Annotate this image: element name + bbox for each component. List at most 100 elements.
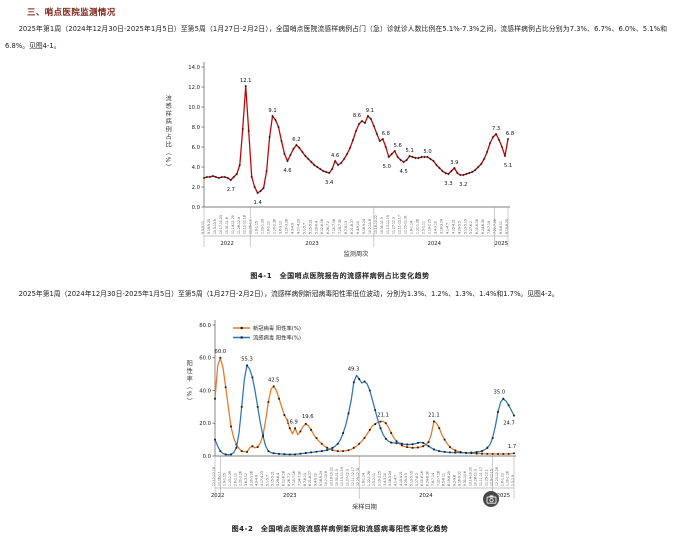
svg-text:1.23-1.29: 1.23-1.29 <box>228 471 232 486</box>
svg-text:6.8: 6.8 <box>382 131 390 137</box>
svg-text:2.20-2.26: 2.20-2.26 <box>239 471 243 486</box>
svg-text:2024: 2024 <box>427 241 441 247</box>
svg-text:42.5: 42.5 <box>268 377 280 383</box>
svg-text:8.7-8.13: 8.7-8.13 <box>344 221 348 234</box>
svg-text:12.26-1.1: 12.26-1.1 <box>217 471 221 486</box>
svg-text:4.1-4.7: 4.1-4.7 <box>445 223 449 234</box>
section-title: 三、哨点医院监测情况 <box>27 7 116 17</box>
svg-text:24.7: 24.7 <box>503 421 515 427</box>
svg-text:6.24-6.30: 6.24-6.30 <box>426 471 430 486</box>
svg-text:8.7-8.13: 8.7-8.13 <box>303 473 307 486</box>
svg-text:9.18-9.24: 9.18-9.24 <box>362 219 366 234</box>
svg-text:8.6: 8.6 <box>353 113 361 119</box>
svg-text:5.29-6.4: 5.29-6.4 <box>314 221 318 234</box>
svg-text:2022: 2022 <box>220 241 233 247</box>
svg-text:6.26-7.2: 6.26-7.2 <box>326 221 330 234</box>
svg-text:11.25-12.1: 11.25-12.1 <box>484 469 488 486</box>
svg-text:55.3: 55.3 <box>241 356 253 362</box>
svg-text:5.15-5.21: 5.15-5.21 <box>308 219 312 234</box>
svg-text:12.1: 12.1 <box>240 78 252 84</box>
svg-text:11.14-11.20: 11.14-11.20 <box>231 215 235 234</box>
svg-text:5.15-5.21: 5.15-5.21 <box>271 471 275 486</box>
svg-text:9.30-10.6: 9.30-10.6 <box>463 471 467 486</box>
svg-text:3.4-3.10: 3.4-3.10 <box>433 221 437 234</box>
svg-text:3.4-3.10: 3.4-3.10 <box>383 473 387 486</box>
svg-text:4.0: 4.0 <box>192 165 201 171</box>
svg-text:2025: 2025 <box>495 241 508 247</box>
chart2-x-axis-title: 采样日期 <box>352 504 377 511</box>
svg-text:12.0: 12.0 <box>188 85 200 91</box>
svg-text:7.8-7.14: 7.8-7.14 <box>431 473 435 486</box>
svg-text:10.0: 10.0 <box>188 105 200 111</box>
svg-text:49.3: 49.3 <box>348 366 360 372</box>
positivity-rate-chart-plot: 0.020.040.060.080.012.12-12.18 12.26-1.1 1… <box>199 320 516 499</box>
svg-text:10.2-10.8: 10.2-10.8 <box>324 471 328 486</box>
chart2-y-axis-title: 阳性率（%） <box>185 360 193 406</box>
ili-proportion-chart-plot: 0.0 2.0 4.0 6.0 8.0 10.0 12.0 14.0 9.5-9.11 9.19-… <box>188 62 514 247</box>
svg-text:7.22-7.28: 7.22-7.28 <box>493 219 497 234</box>
svg-text:9.19-9.25: 9.19-9.25 <box>207 219 211 234</box>
svg-text:60.0: 60.0 <box>199 356 211 362</box>
svg-text:3.18-3.24: 3.18-3.24 <box>439 219 443 234</box>
svg-text:5.13-5.19: 5.13-5.19 <box>410 471 414 486</box>
svg-text:2.20-2.26: 2.20-2.26 <box>273 219 277 234</box>
floating-action-button[interactable] <box>483 491 499 507</box>
svg-text:8.19-8.25: 8.19-8.25 <box>505 219 509 234</box>
svg-text:40.0: 40.0 <box>199 388 211 394</box>
svg-text:7.24-7.30: 7.24-7.30 <box>297 471 301 486</box>
svg-text:6.24-6.30: 6.24-6.30 <box>481 219 485 234</box>
svg-text:12.25-12.31: 12.25-12.31 <box>356 467 360 486</box>
svg-text:6.10-6.16: 6.10-6.16 <box>475 219 479 234</box>
svg-text:流感病毒 阳性率(%): 流感病毒 阳性率(%) <box>253 333 301 341</box>
svg-text:4.15-4.21: 4.15-4.21 <box>399 471 403 486</box>
svg-text:1.6-1.12: 1.6-1.12 <box>500 473 504 486</box>
svg-text:4.29-5.5: 4.29-5.5 <box>457 221 461 234</box>
svg-text:5.1-5.7: 5.1-5.7 <box>302 223 306 234</box>
svg-text:2.3-2.9: 2.3-2.9 <box>511 475 515 486</box>
svg-text:3.3: 3.3 <box>444 181 452 187</box>
svg-text:5.1: 5.1 <box>406 148 414 154</box>
svg-text:2.5-2.11: 2.5-2.11 <box>372 473 376 486</box>
svg-text:9.2-9.8: 9.2-9.8 <box>452 475 456 486</box>
svg-text:6.12-6.18: 6.12-6.18 <box>281 471 285 486</box>
chart1-y-axis-title: 流感样病例占比（%） <box>164 95 172 172</box>
svg-text:3.6-3.12: 3.6-3.12 <box>244 473 248 486</box>
svg-text:0.0: 0.0 <box>192 205 201 211</box>
svg-text:10.17-10.23: 10.17-10.23 <box>219 215 223 234</box>
svg-text:6.8: 6.8 <box>506 131 514 137</box>
ili-proportion-chart: 0.0 2.0 4.0 6.0 8.0 10.0 12.0 14.0 9.5-9.11 9.19-… <box>160 57 520 269</box>
svg-text:3.4: 3.4 <box>325 180 334 186</box>
svg-text:21.1: 21.1 <box>377 412 389 418</box>
svg-text:14.0: 14.0 <box>188 65 200 71</box>
svg-text:10.16-10.22: 10.16-10.22 <box>329 467 333 486</box>
svg-text:10.30-11.5: 10.30-11.5 <box>335 469 339 486</box>
svg-text:5.0: 5.0 <box>383 164 391 170</box>
svg-text:4.5: 4.5 <box>400 169 408 175</box>
svg-text:9.18-9.24: 9.18-9.24 <box>319 471 323 486</box>
svg-text:8.21-8.27: 8.21-8.27 <box>350 219 354 234</box>
svg-text:4.1-4.7: 4.1-4.7 <box>394 475 398 486</box>
svg-text:4.17-4.23: 4.17-4.23 <box>296 219 300 234</box>
svg-text:12.11-12.17: 12.11-12.17 <box>351 467 355 486</box>
positivity-rate-chart: 0.0 20.0 40.0 60.0 80.0 12.12-12.18 12.26-1.1 1… <box>168 314 528 516</box>
svg-text:5.6: 5.6 <box>394 143 402 149</box>
svg-text:4.3-4.9: 4.3-4.9 <box>290 223 294 234</box>
svg-text:19.6: 19.6 <box>302 414 314 420</box>
svg-text:10.3-10.9: 10.3-10.9 <box>213 219 217 234</box>
svg-text:7.8-7.14: 7.8-7.14 <box>487 221 491 234</box>
svg-text:7.24-7.30: 7.24-7.30 <box>338 219 342 234</box>
svg-text:10.2-10.8: 10.2-10.8 <box>368 219 372 234</box>
svg-text:7.10-7.16: 7.10-7.16 <box>292 471 296 486</box>
svg-text:7.22-7.28: 7.22-7.28 <box>436 471 440 486</box>
svg-text:2025: 2025 <box>497 493 510 499</box>
svg-text:6.10-6.16: 6.10-6.16 <box>420 471 424 486</box>
svg-text:7.3: 7.3 <box>492 126 500 132</box>
paragraph-positivity-summary: 2025年第1周（2024年12月30日-2025年1月5日）至第5周（1月27… <box>18 290 559 298</box>
svg-text:10.30-11.5: 10.30-11.5 <box>380 217 384 234</box>
svg-text:1.9-1.15: 1.9-1.15 <box>255 221 259 234</box>
svg-text:4.6: 4.6 <box>331 153 339 159</box>
svg-text:10.28-11.3: 10.28-11.3 <box>474 469 478 486</box>
svg-text:4.17-4.23: 4.17-4.23 <box>260 471 264 486</box>
svg-text:2.7: 2.7 <box>227 187 235 193</box>
